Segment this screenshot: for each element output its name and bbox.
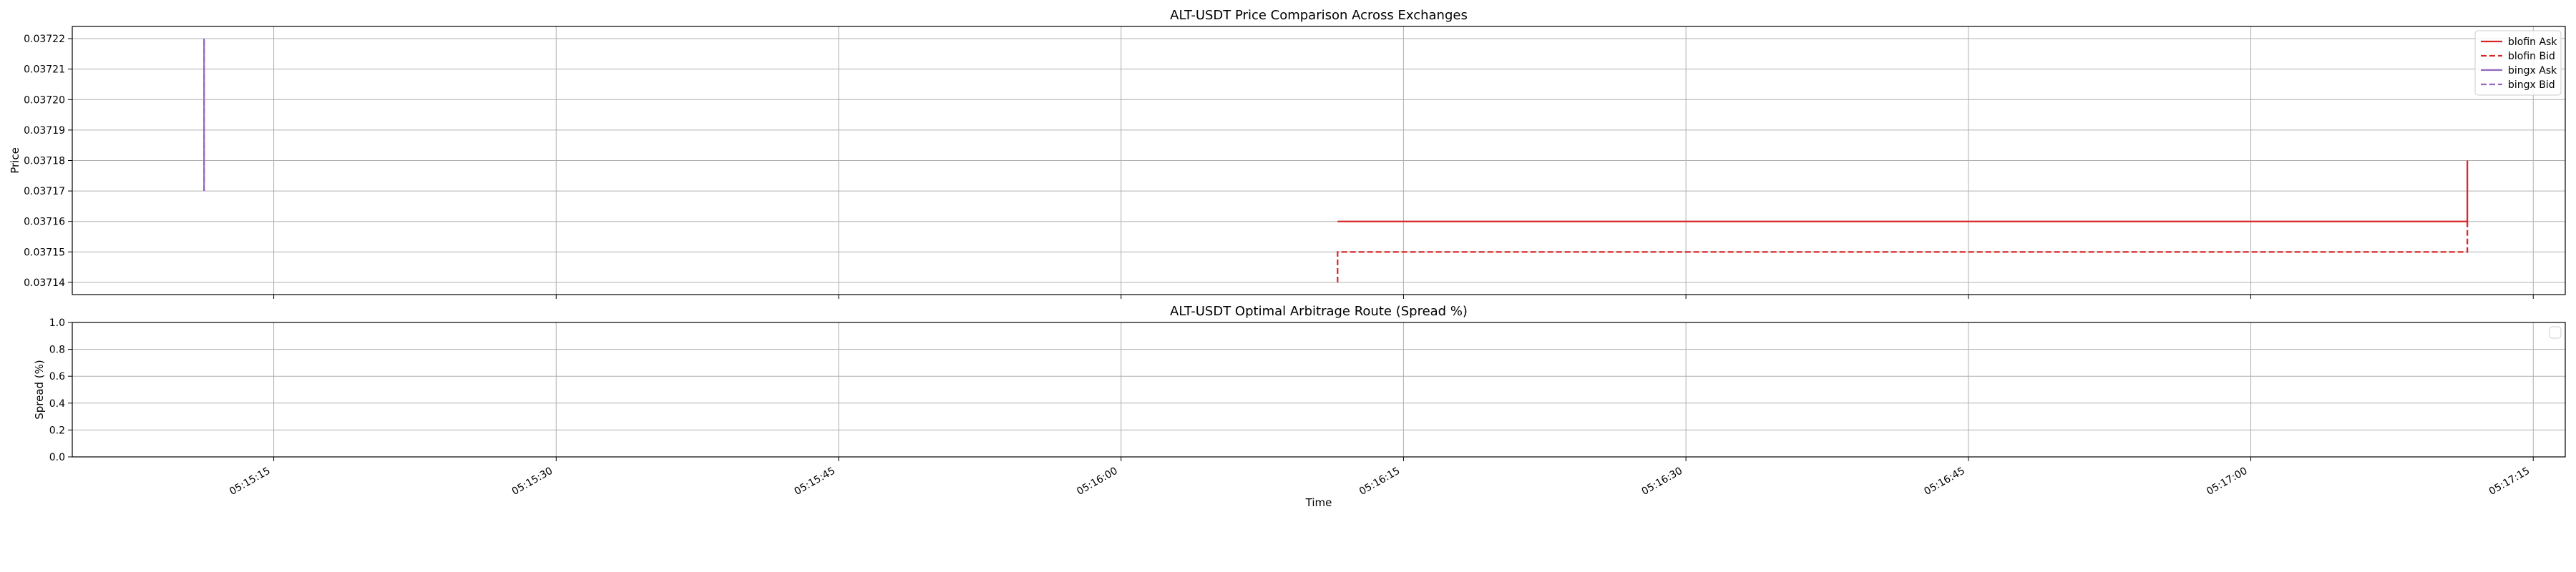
x-tick-label: 05:15:30 (510, 465, 555, 498)
legend: blofin Ask blofin Bid bingx Ask bingx Bid (2474, 30, 2562, 96)
chart-panel-2: 0.0 0.2 0.4 0.6 0.8 1.0 05:15:15 05:15:30 05:15:… (33, 304, 2566, 509)
legend (2549, 326, 2562, 339)
x-tick-label: 05:17:15 (2487, 465, 2532, 498)
y-tick-label: 0.0 (49, 452, 65, 463)
y-tick-label: 0.6 (49, 371, 65, 383)
y-axis-label: Price (9, 147, 21, 174)
chart-title: ALT-USDT Price Comparison Across Exchang… (1170, 8, 1468, 23)
legend-entry: bingx Ask (2508, 65, 2557, 77)
axes-frame (72, 26, 2566, 295)
y-tick-label: 0.03721 (24, 64, 65, 76)
y-tick-label: 0.03720 (24, 94, 65, 106)
y-tick-label: 0.03715 (24, 247, 65, 258)
y-tick-label: 0.03722 (24, 34, 65, 45)
y-tick-label: 0.03714 (24, 277, 65, 289)
y-tick-label: 0.8 (49, 345, 65, 356)
legend-entry: blofin Bid (2508, 51, 2555, 62)
legend-box (2549, 326, 2562, 339)
x-tick-label: 05:17:00 (2205, 465, 2249, 498)
y-tick-label: 1.0 (49, 317, 65, 329)
y-tick-label: 0.03718 (24, 156, 65, 167)
series-line-blofin-ask (1337, 160, 2469, 222)
legend-entry: bingx Bid (2508, 79, 2555, 91)
axes-frame (72, 322, 2566, 458)
x-tick-label: 05:16:30 (1640, 465, 1684, 498)
x-axis-label: Time (1305, 496, 1332, 509)
x-tick-label: 05:15:45 (793, 465, 837, 498)
chart-panel-1: 0.03714 0.03715 0.03716 0.03717 0.03718 0.037… (9, 8, 2566, 299)
x-tick-label: 05:16:00 (1075, 465, 1119, 498)
legend-entry: blofin Ask (2508, 36, 2557, 48)
y-tick-label: 0.03717 (24, 186, 65, 197)
series-line-blofin-bid (1337, 221, 2469, 282)
y-tick-label: 0.2 (49, 425, 65, 436)
y-tick-label: 0.4 (49, 398, 65, 410)
x-tick-label: 05:15:15 (228, 465, 272, 498)
chart-title: ALT-USDT Optimal Arbitrage Route (Spread… (1170, 304, 1468, 319)
y-tick-label: 0.03719 (24, 125, 65, 137)
y-tick-label: 0.03716 (24, 217, 65, 228)
x-tick-label: 05:16:45 (1922, 465, 1966, 498)
legend-box (2474, 30, 2562, 96)
x-tick-label: 05:16:15 (1357, 465, 1402, 498)
y-axis-label: Spread (%) (33, 360, 46, 420)
